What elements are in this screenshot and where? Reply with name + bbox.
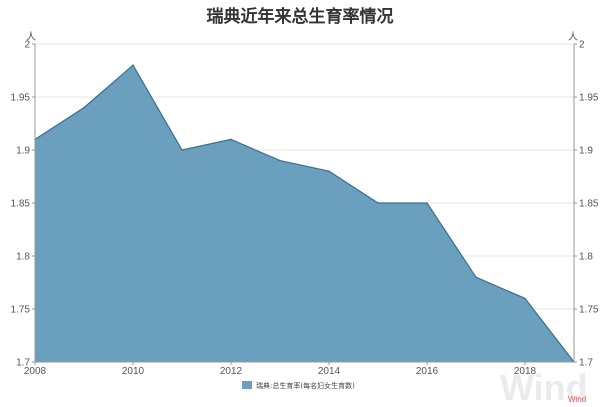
y-tick-label-left-5: 1.95 [11, 93, 31, 104]
y-tick-label-left-4: 1.9 [16, 146, 30, 157]
x-tick-label-2016: 2016 [416, 366, 439, 377]
y-tick-label-right-4: 1.9 [579, 146, 593, 157]
x-tick-label-2018: 2018 [514, 366, 537, 377]
y-tick-label-right-6: 2 [579, 40, 585, 51]
y-tick-label-right-3: 1.85 [579, 199, 599, 210]
y-axis-unit-right: 人 [568, 31, 578, 43]
x-tick-label-2010: 2010 [122, 366, 145, 377]
y-tick-label-left-3: 1.85 [11, 199, 31, 210]
source-label: Wind [568, 395, 586, 404]
data-point-2018 [524, 297, 526, 300]
axes [32, 43, 577, 365]
y-tick-label-left-0: 1.7 [16, 358, 30, 369]
y-tick-label-left-1: 1.75 [11, 305, 31, 316]
wind-watermark: Wind [500, 367, 588, 407]
series-line [34, 64, 575, 363]
y-tick-labels-left: 1.7 1.75 1.8 1.85 1.9 1.95 2 [11, 40, 31, 369]
x-tick-label-2014: 2014 [318, 366, 341, 377]
series-area [35, 65, 574, 362]
data-point-2009 [83, 106, 85, 109]
y-tick-label-right-1: 1.75 [579, 305, 599, 316]
legend: 瑞典:总生育率(每名妇女生育数) [242, 381, 355, 390]
x-tick-labels: 2008 2010 2012 2014 2016 2018 [24, 366, 537, 377]
data-point-2011 [181, 149, 183, 151]
x-tick-label-2012: 2012 [220, 366, 243, 377]
data-point-2012 [230, 138, 232, 141]
y-tick-label-left-6: 2 [24, 40, 30, 51]
x-tick-label-2008: 2008 [24, 366, 47, 377]
legend-swatch [242, 381, 252, 389]
chart-title: 瑞典近年来总生育率情况 [207, 6, 394, 27]
y-tick-label-left-2: 1.8 [16, 252, 30, 263]
data-point-2017 [475, 276, 477, 279]
data-point-2015 [377, 202, 379, 204]
y-tick-label-right-0: 1.7 [579, 358, 593, 369]
y-tick-labels-right: 1.7 1.75 1.8 1.85 1.9 1.95 2 [579, 40, 599, 369]
data-point-2013 [279, 159, 281, 162]
y-axis-unit-left: 人 [26, 31, 36, 43]
data-point-2010 [132, 64, 134, 66]
y-tick-label-right-2: 1.8 [579, 252, 593, 263]
plot-area [34, 64, 575, 363]
data-point-2016 [426, 202, 428, 204]
data-point-2014 [328, 170, 330, 172]
y-tick-label-right-5: 1.95 [579, 93, 599, 104]
legend-label: 瑞典:总生育率(每名妇女生育数) [256, 381, 355, 390]
